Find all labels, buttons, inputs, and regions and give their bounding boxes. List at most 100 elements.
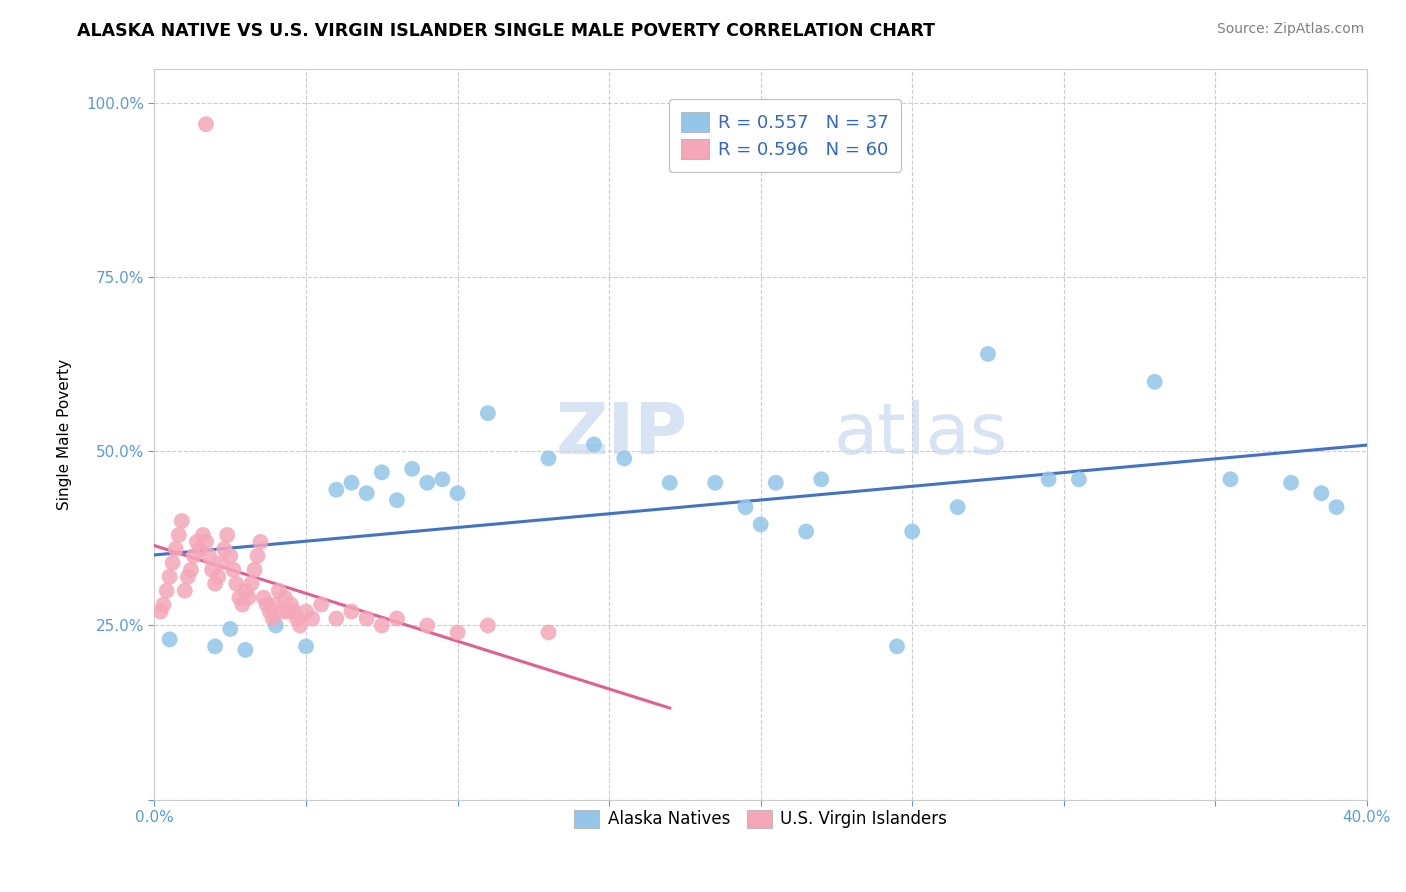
Point bbox=[325, 611, 347, 625]
Point bbox=[295, 605, 318, 619]
Point bbox=[195, 535, 218, 549]
Point bbox=[446, 625, 468, 640]
Point bbox=[886, 640, 908, 654]
Point bbox=[385, 611, 408, 625]
Point bbox=[222, 563, 245, 577]
Point bbox=[188, 541, 211, 556]
Point bbox=[356, 611, 378, 625]
Point bbox=[416, 475, 439, 490]
Point bbox=[198, 549, 221, 563]
Point bbox=[432, 472, 454, 486]
Point bbox=[204, 640, 226, 654]
Point bbox=[219, 622, 242, 636]
Y-axis label: Single Male Poverty: Single Male Poverty bbox=[58, 359, 72, 509]
Point bbox=[283, 605, 305, 619]
Point bbox=[186, 535, 208, 549]
Point bbox=[1143, 375, 1166, 389]
Point bbox=[285, 611, 308, 625]
Point bbox=[446, 486, 468, 500]
Point bbox=[946, 500, 969, 515]
Point bbox=[212, 541, 235, 556]
Point bbox=[204, 576, 226, 591]
Point bbox=[183, 549, 205, 563]
Point bbox=[295, 640, 318, 654]
Point bbox=[1310, 486, 1333, 500]
Point bbox=[582, 437, 605, 451]
Point bbox=[207, 570, 229, 584]
Point bbox=[267, 583, 290, 598]
Point bbox=[264, 618, 287, 632]
Point bbox=[209, 556, 232, 570]
Point bbox=[217, 528, 239, 542]
Text: Source: ZipAtlas.com: Source: ZipAtlas.com bbox=[1216, 22, 1364, 37]
Point bbox=[155, 583, 177, 598]
Point bbox=[765, 475, 787, 490]
Point bbox=[288, 618, 311, 632]
Point bbox=[371, 618, 394, 632]
Point bbox=[225, 576, 247, 591]
Point bbox=[385, 493, 408, 508]
Point bbox=[228, 591, 250, 605]
Point bbox=[277, 605, 299, 619]
Point bbox=[195, 117, 218, 131]
Point bbox=[794, 524, 817, 539]
Point bbox=[235, 583, 257, 598]
Legend: Alaska Natives, U.S. Virgin Islanders: Alaska Natives, U.S. Virgin Islanders bbox=[568, 803, 953, 835]
Point bbox=[325, 483, 347, 497]
Point bbox=[734, 500, 756, 515]
Point bbox=[165, 541, 187, 556]
Point bbox=[340, 605, 363, 619]
Point bbox=[191, 528, 214, 542]
Point bbox=[309, 598, 332, 612]
Point bbox=[356, 486, 378, 500]
Point bbox=[977, 347, 1000, 361]
Point bbox=[173, 583, 195, 598]
Point bbox=[1038, 472, 1060, 486]
Text: atlas: atlas bbox=[834, 400, 1008, 468]
Point bbox=[810, 472, 832, 486]
Point bbox=[249, 535, 271, 549]
Point bbox=[1067, 472, 1090, 486]
Point bbox=[477, 618, 499, 632]
Point bbox=[167, 528, 190, 542]
Point bbox=[180, 563, 202, 577]
Point bbox=[152, 598, 174, 612]
Point bbox=[219, 549, 242, 563]
Point bbox=[162, 556, 184, 570]
Point bbox=[537, 451, 560, 466]
Point bbox=[477, 406, 499, 420]
Point bbox=[658, 475, 681, 490]
Point bbox=[252, 591, 274, 605]
Point bbox=[270, 605, 292, 619]
Point bbox=[170, 514, 193, 528]
Point bbox=[201, 563, 224, 577]
Point bbox=[264, 598, 287, 612]
Point bbox=[1219, 472, 1241, 486]
Text: ALASKA NATIVE VS U.S. VIRGIN ISLANDER SINGLE MALE POVERTY CORRELATION CHART: ALASKA NATIVE VS U.S. VIRGIN ISLANDER SI… bbox=[77, 22, 935, 40]
Point bbox=[231, 598, 253, 612]
Point bbox=[274, 591, 297, 605]
Point bbox=[240, 576, 263, 591]
Point bbox=[235, 643, 257, 657]
Point bbox=[401, 462, 423, 476]
Point bbox=[901, 524, 924, 539]
Point bbox=[537, 625, 560, 640]
Point bbox=[259, 605, 281, 619]
Point bbox=[159, 632, 181, 647]
Point bbox=[246, 549, 269, 563]
Point bbox=[238, 591, 260, 605]
Point bbox=[262, 611, 284, 625]
Point bbox=[243, 563, 266, 577]
Point bbox=[340, 475, 363, 490]
Point bbox=[371, 465, 394, 479]
Point bbox=[177, 570, 200, 584]
Text: ZIP: ZIP bbox=[555, 400, 688, 468]
Point bbox=[256, 598, 278, 612]
Point bbox=[1279, 475, 1302, 490]
Point bbox=[749, 517, 772, 532]
Point bbox=[1326, 500, 1348, 515]
Point bbox=[159, 570, 181, 584]
Point bbox=[416, 618, 439, 632]
Point bbox=[149, 605, 172, 619]
Point bbox=[704, 475, 727, 490]
